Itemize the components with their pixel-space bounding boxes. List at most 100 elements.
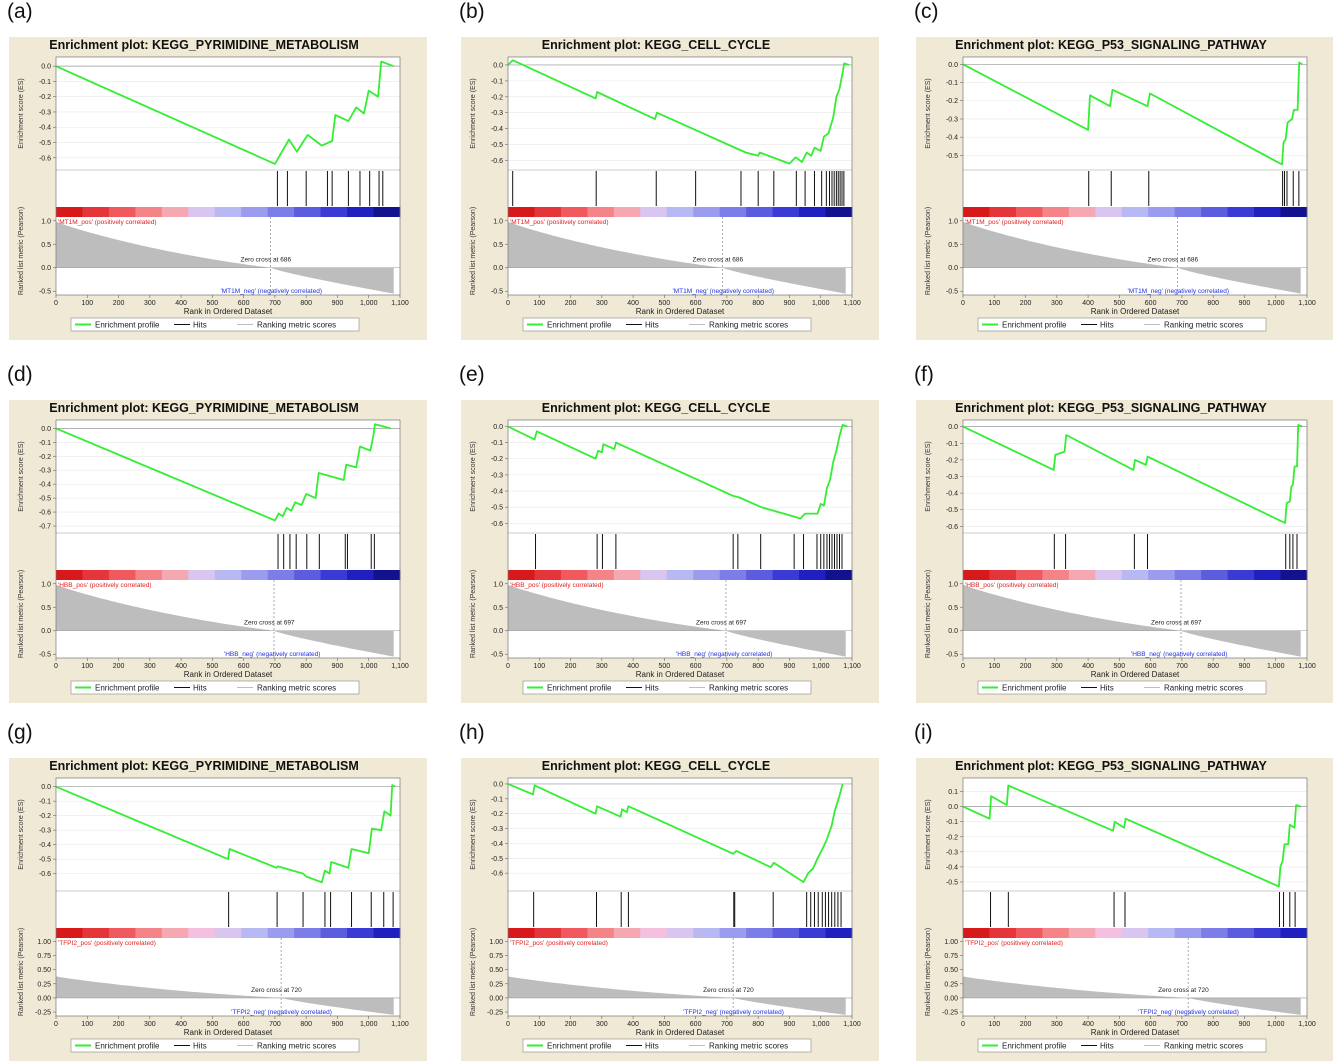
color-bar-segment [799,207,826,217]
legend-ranking-label: Ranking metric scores [1164,1042,1243,1051]
rank-tick-label: 1.00 [489,939,503,946]
es-tick-label: -0.5 [946,153,958,160]
color-bar-segment [373,928,401,938]
x-tick-label: 500 [207,663,219,670]
x-tick-label: 100 [988,663,1000,670]
plot-area [508,778,852,1016]
negative-correlation-label: 'TFPI2_neg' (negatively correlated) [231,1009,332,1016]
color-bar-segment [1121,207,1149,217]
plot-title: Enrichment plot: KEGG_P53_SIGNALING_PATH… [955,401,1267,415]
enrichment-plot-svg: Enrichment plot: KEGG_PYRIMIDINE_METABOL… [18,38,409,332]
x-tick-label: 700 [721,300,733,307]
plot-frame [962,56,1308,296]
rank-tick-label: 0.75 [37,953,51,960]
plot-box: Enrichment plot: KEGG_CELL_CYCLE 0.0 -0.1 -… [461,758,879,1061]
x-axis-label: Rank in Ordered Dataset [184,1028,273,1037]
color-bar-segment [214,207,242,217]
rank-axis-label: Ranked list metric (Pearson) [470,570,477,658]
x-tick-label: 700 [269,663,281,670]
rank-tick-label: 0.0 [948,265,958,272]
legend-hits-label: Hits [645,684,659,693]
x-tick-label: 1,000 [1267,663,1285,670]
legend-hits-label: Hits [193,1042,207,1051]
es-tick-label: -0.3 [946,849,958,856]
color-bar-segment [1254,570,1281,580]
plot-box: Enrichment plot: KEGG_P53_SIGNALING_PATH… [916,758,1333,1061]
x-tick-label: 200 [565,1021,577,1028]
x-tick-label: 1,100 [843,300,861,307]
color-bar-segment [294,570,322,580]
x-tick-label: 800 [752,663,764,670]
es-tick-label: 0.0 [41,64,51,71]
color-bar-segment [82,207,110,217]
enrichment-profile-line [55,784,396,884]
color-bar-segment [1227,928,1255,938]
x-tick-label: 0 [961,663,965,670]
es-tick-label: -0.6 [39,871,51,878]
x-tick-label: 500 [1114,300,1126,307]
color-bar-segment [963,207,990,217]
enrichment-plot-svg: Enrichment plot: KEGG_PYRIMIDINE_METABOL… [18,759,409,1053]
plot-box: Enrichment plot: KEGG_CELL_CYCLE 0.0 -0.1 -… [461,400,879,703]
x-tick-label: 0 [961,1021,965,1028]
plot-box: Enrichment plot: KEGG_CELL_CYCLE 0.0 -0.1 -… [461,37,879,340]
x-tick-label: 1,100 [391,1021,409,1028]
ranking-metric-area [508,976,846,1015]
x-tick-label: 800 [752,1021,764,1028]
color-bar-segment [693,207,721,217]
rank-tick-label: -0.25 [487,1010,503,1017]
zero-cross-label: Zero cross at 720 [703,987,754,994]
x-tick-label: 100 [81,300,93,307]
color-bar-segment [825,570,853,580]
color-bar-segment [1015,207,1043,217]
x-tick-label: 1,100 [843,1021,861,1028]
plot-frame [55,419,401,659]
positive-correlation-label: 'MT1M_pos' (positively correlated) [965,219,1064,226]
color-bar-segment [613,570,641,580]
zero-cross-label: Zero cross at 697 [244,620,295,627]
es-axis-label: Enrichment score (ES) [925,441,932,511]
x-tick-label: 500 [207,300,219,307]
color-bar-segment [294,207,322,217]
es-axis-label: Enrichment score (ES) [470,78,477,148]
color-bar-segment [82,928,110,938]
enrichment-panel: (f) Enrichment plot: KEGG_P53_SIGNALING_P… [914,363,1333,703]
color-bar-segment [320,207,348,217]
x-tick-label: 400 [627,300,639,307]
color-bar-segment [666,207,694,217]
es-tick-label: -0.3 [491,110,503,117]
plot-box: Enrichment plot: KEGG_P53_SIGNALING_PATH… [916,37,1333,340]
ranking-metric-area [56,584,394,657]
negative-correlation-label: 'TFPI2_neg' (negatively correlated) [1138,1009,1239,1016]
rank-tick-label: 1.0 [493,581,503,588]
color-bar-segment [347,928,374,938]
rank-tick-label: 0.50 [489,967,503,974]
color-bar-segment [1280,207,1308,217]
plot-title: Enrichment plot: KEGG_PYRIMIDINE_METABOL… [49,38,359,52]
es-tick-label: 0.0 [493,781,503,788]
color-bar-segment [640,570,668,580]
x-tick-label: 400 [1082,1021,1094,1028]
rank-tick-label: 0.0 [41,265,51,272]
enrichment-panel: (b) Enrichment plot: KEGG_CELL_CYCLE 0.0 -0… [459,0,879,340]
x-tick-label: 400 [175,1021,187,1028]
es-tick-label: -0.1 [491,78,503,85]
es-tick-label: -0.1 [946,441,958,448]
x-tick-label: 900 [332,300,344,307]
color-bar-segment [587,928,615,938]
color-bar-segment [560,570,588,580]
rank-tick-label: 0.50 [944,967,958,974]
plot-title: Enrichment plot: KEGG_PYRIMIDINE_METABOL… [49,759,359,773]
color-bar-segment [214,928,242,938]
x-tick-label: 300 [596,300,608,307]
x-tick-label: 0 [961,300,965,307]
legend-ranking-label: Ranking metric scores [709,684,788,693]
negative-correlation-label: 'HBB_neg' (negatively correlated) [676,651,772,658]
negative-correlation-label: 'HBB_neg' (negatively correlated) [224,651,320,658]
plot-frame [507,419,853,659]
legend-profile-label: Enrichment profile [547,1042,612,1051]
positive-correlation-label: 'TFPI2_pos' (positively correlated) [58,940,156,947]
negative-correlation-label: 'MT1M_neg' (negatively correlated) [221,288,322,295]
x-tick-label: 500 [1114,1021,1126,1028]
color-bar-segment [613,928,641,938]
